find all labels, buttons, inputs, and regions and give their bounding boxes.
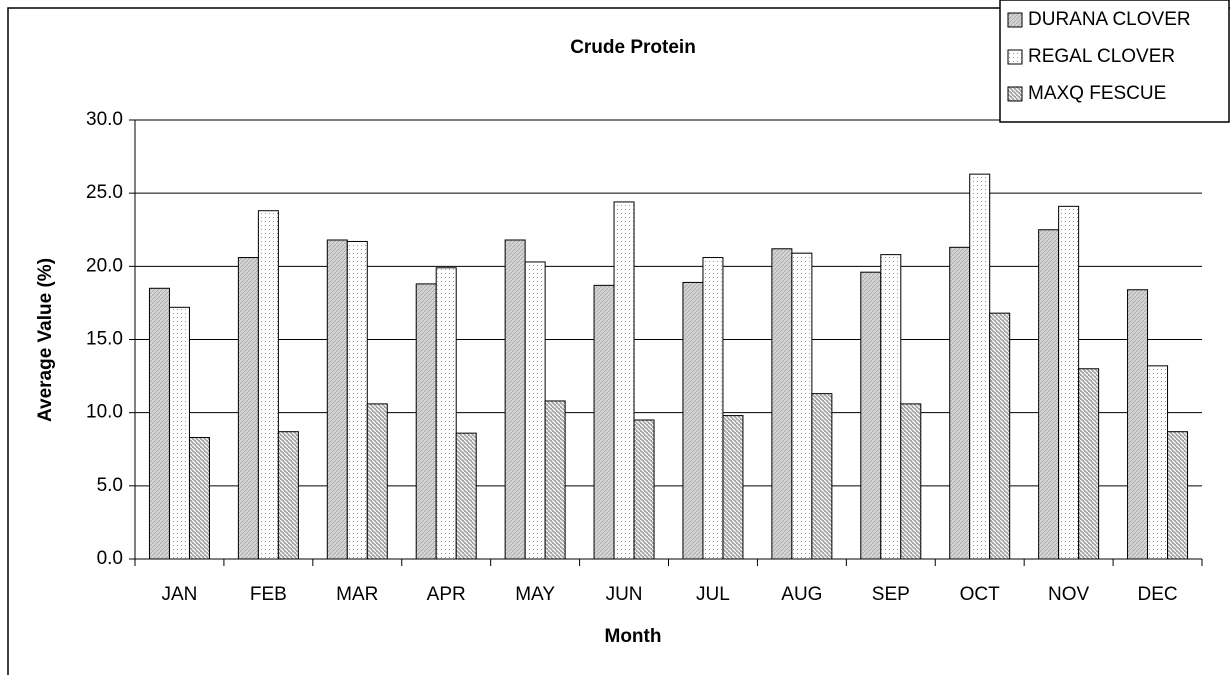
x-tick-label: DEC [1137, 584, 1177, 605]
bar [415, 283, 437, 560]
bar [455, 432, 477, 560]
bar [860, 271, 882, 560]
y-tick-label: 0.0 [97, 548, 123, 569]
bar [791, 252, 813, 560]
bar [1038, 229, 1060, 560]
x-tick-label: JUL [696, 584, 730, 605]
bar [168, 306, 190, 560]
y-axis-title: Average Value (%) [35, 258, 56, 422]
bar [722, 415, 744, 560]
bar [435, 267, 457, 560]
x-tick-label: OCT [960, 584, 1001, 605]
y-tick-label: 20.0 [86, 255, 123, 276]
bar [949, 246, 971, 560]
bar [346, 240, 368, 560]
bar [771, 248, 793, 560]
legend-swatch [1007, 86, 1023, 102]
bar [702, 257, 724, 560]
bar [613, 201, 635, 560]
x-tick-label: JUN [606, 584, 643, 605]
y-tick-label: 25.0 [86, 182, 123, 203]
bar [257, 210, 279, 560]
bar [880, 254, 902, 560]
bar [633, 419, 655, 560]
bar [277, 431, 299, 560]
x-tick-label: NOV [1048, 584, 1090, 605]
bar [969, 173, 991, 560]
bar [989, 312, 1011, 560]
x-tick-label: APR [427, 584, 466, 605]
legend-label: DURANA CLOVER [1028, 9, 1191, 30]
legend-swatch [1007, 49, 1023, 65]
bar [682, 281, 704, 560]
x-tick-label: MAR [336, 584, 378, 605]
chart-title: Crude Protein [570, 37, 696, 58]
bar [593, 284, 615, 560]
y-tick-label: 30.0 [86, 109, 123, 130]
bar [504, 239, 526, 560]
legend-label: MAXQ FESCUE [1028, 83, 1166, 104]
bar [1147, 365, 1169, 560]
x-axis-title: Month [605, 626, 662, 647]
bar [544, 400, 566, 560]
legend-label: REGAL CLOVER [1028, 46, 1175, 67]
y-tick-label: 15.0 [86, 329, 123, 350]
y-tick-label: 10.0 [86, 402, 123, 423]
bar [188, 437, 210, 560]
bar [900, 403, 922, 560]
x-tick-label: FEB [250, 584, 287, 605]
bar [1167, 431, 1189, 560]
x-tick-label: JAN [162, 584, 198, 605]
x-tick-label: AUG [781, 584, 822, 605]
bar [1078, 368, 1100, 560]
bar [811, 393, 833, 560]
bar [366, 403, 388, 560]
bar [148, 287, 170, 560]
y-tick-label: 5.0 [97, 475, 123, 496]
bar [237, 257, 259, 560]
legend-box [999, 0, 1230, 123]
bar [524, 261, 546, 560]
bar [1127, 289, 1149, 560]
bar [1058, 205, 1080, 560]
x-tick-label: SEP [872, 584, 910, 605]
bar [326, 239, 348, 560]
x-tick-label: MAY [515, 584, 555, 605]
legend-swatch [1007, 12, 1023, 28]
